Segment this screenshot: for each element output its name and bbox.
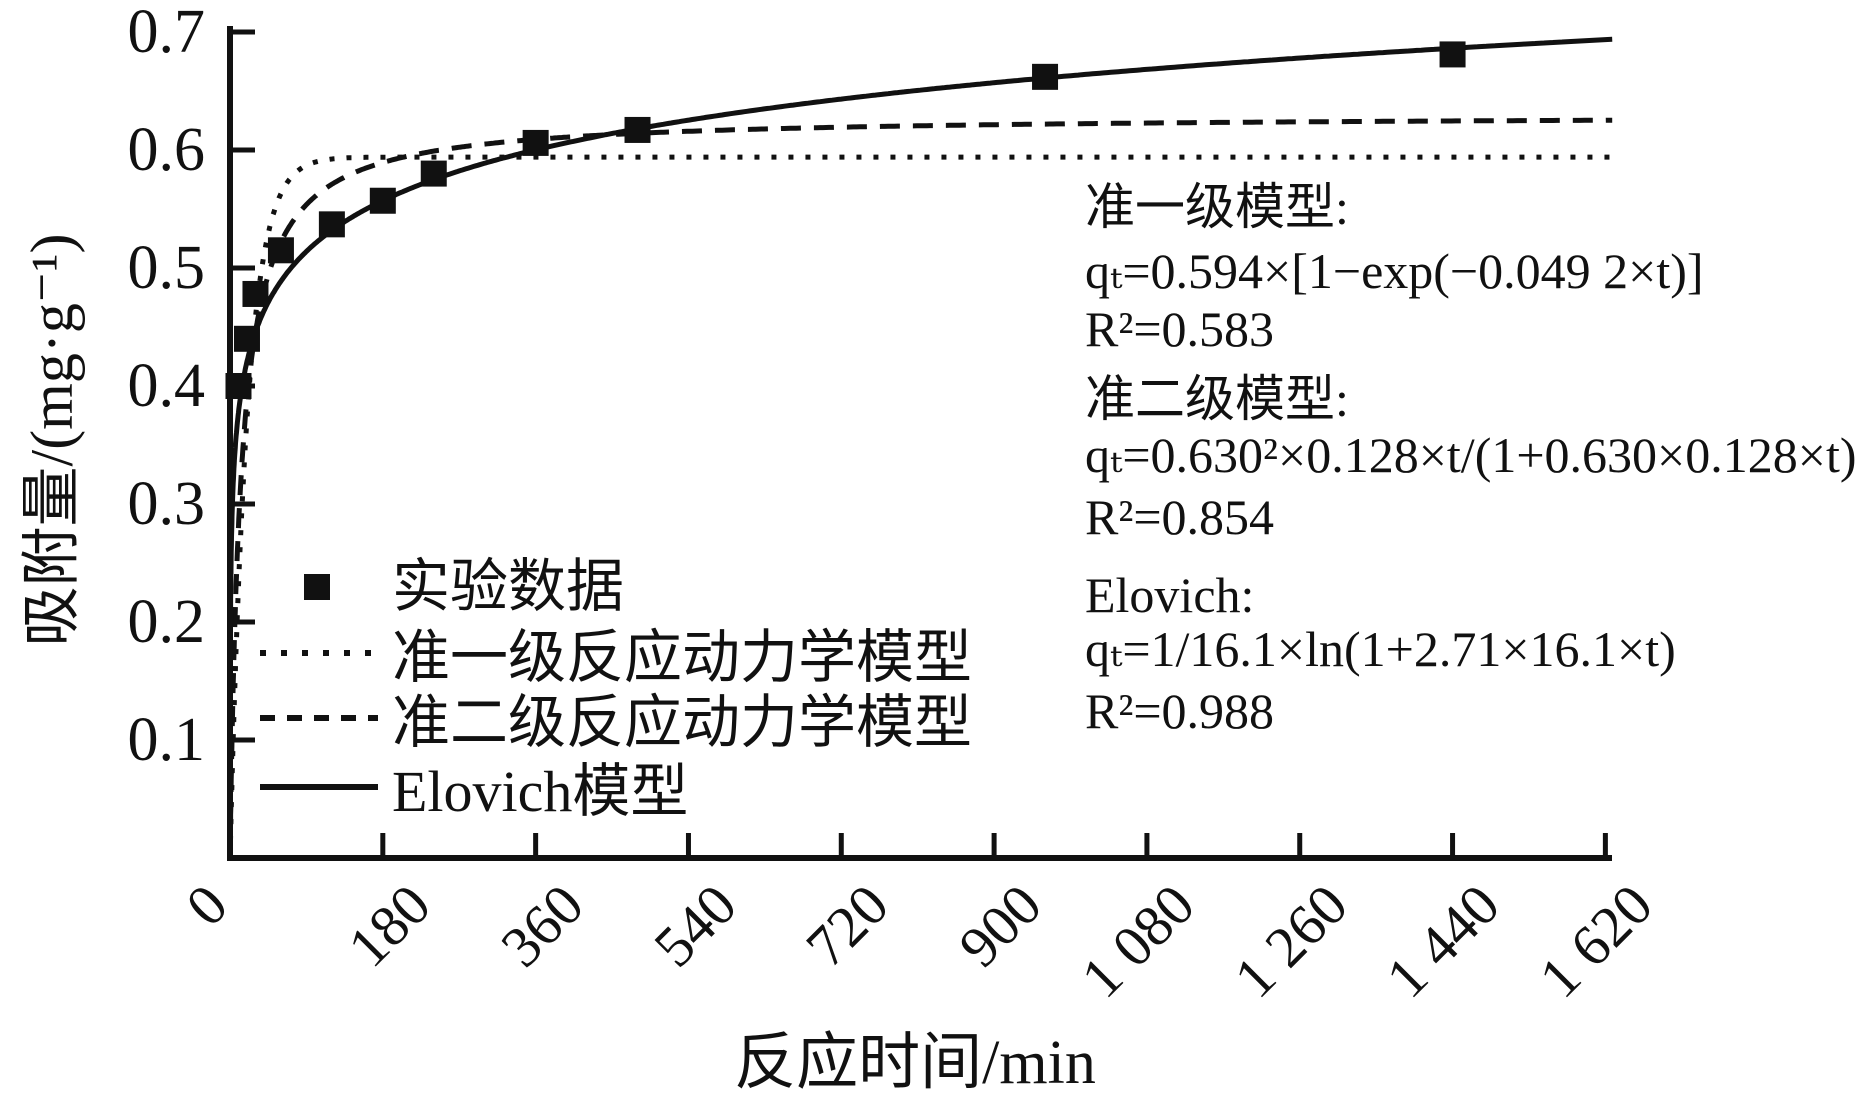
- y-tick: [233, 147, 255, 153]
- y-tick: [233, 737, 255, 743]
- y-tick-label: 0.2: [127, 588, 206, 656]
- annotation-pseudo-second-header: 准二级模型:: [1085, 371, 1349, 427]
- x-tick: [1602, 833, 1608, 855]
- y-axis-title: 吸附量/(mg·g⁻¹): [19, 233, 85, 647]
- data-point-marker: [369, 187, 396, 214]
- legend-solid-line-sample: [260, 784, 378, 790]
- y-axis-spine: [227, 26, 233, 861]
- legend-label-pseudo-first-order: 准一级反应动力学模型: [392, 625, 973, 690]
- annotation-elovich-equation: qₜ=1/16.1×ln(1+2.71×16.1×t): [1085, 621, 1676, 677]
- data-point-marker: [624, 116, 651, 143]
- y-tick-label: 0.3: [127, 470, 206, 538]
- y-tick: [233, 265, 255, 271]
- legend-dashed-line-sample: [260, 715, 378, 721]
- x-tick: [1450, 833, 1456, 855]
- x-tick: [991, 833, 997, 855]
- x-tick: [838, 833, 844, 855]
- x-axis-title: 反应时间/min: [734, 1029, 1096, 1097]
- legend-label-elovich: Elovich模型: [392, 759, 689, 824]
- x-tick: [1144, 833, 1150, 855]
- x-tick: [685, 833, 691, 855]
- annotation-elovich-header: Elovich:: [1085, 567, 1255, 623]
- x-tick: [1297, 833, 1303, 855]
- legend-label-experimental-data: 实验数据: [392, 554, 625, 619]
- y-tick-label: 0.1: [127, 706, 206, 774]
- annotation-pseudo-second-equation: qₜ=0.630²×0.128×t/(1+0.630×0.128×t): [1085, 427, 1856, 483]
- y-tick-label: 0.6: [127, 116, 206, 184]
- x-axis-spine: [227, 855, 1612, 861]
- y-tick: [233, 29, 255, 35]
- data-point-marker: [1439, 41, 1466, 68]
- curve-pseudo_second_order: [227, 117, 1613, 858]
- x-tick: [380, 833, 386, 855]
- data-point-marker: [420, 160, 447, 187]
- y-tick: [233, 619, 255, 625]
- annotation-pseudo-second-r2: R²=0.854: [1085, 489, 1275, 545]
- annotation-pseudo-first-header: 准一级模型:: [1085, 179, 1349, 235]
- annotation-pseudo-first-equation: qₜ=0.594×[1−exp(−0.049 2×t)]: [1085, 243, 1704, 299]
- y-tick-label: 0.4: [127, 352, 206, 420]
- data-point-marker: [233, 325, 260, 352]
- legend-dotted-line-sample: [260, 650, 378, 656]
- data-point-marker: [242, 280, 269, 307]
- y-tick-label: 0.7: [127, 0, 206, 66]
- data-point-marker: [267, 237, 294, 264]
- legend-label-pseudo-second-order: 准二级反应动力学模型: [392, 690, 973, 755]
- x-tick: [533, 833, 539, 855]
- data-point-marker: [522, 129, 549, 156]
- data-point-marker: [225, 373, 252, 399]
- y-tick: [233, 501, 255, 507]
- legend-square-marker: [304, 574, 330, 600]
- annotation-elovich-r2: R²=0.988: [1085, 683, 1275, 739]
- data-point-marker: [1032, 63, 1059, 90]
- data-point-marker: [318, 211, 345, 238]
- annotation-pseudo-first-r2: R²=0.583: [1085, 301, 1275, 357]
- y-tick-label: 0.5: [127, 234, 206, 302]
